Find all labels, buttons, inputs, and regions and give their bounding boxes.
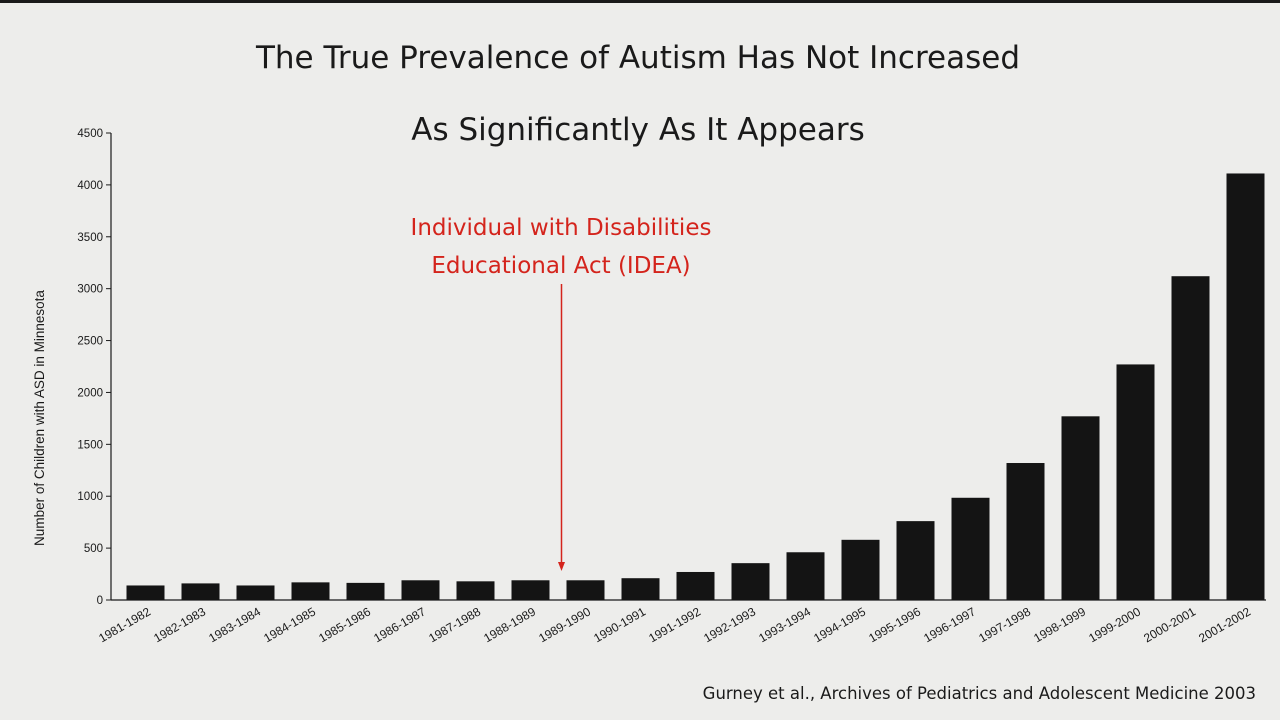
bar: [291, 582, 330, 600]
slide-title-line-2: As Significantly As It Appears: [411, 112, 865, 148]
x-tick-label: 1998-1999: [1031, 604, 1088, 645]
bar: [896, 521, 935, 600]
x-tick-label: 1995-1996: [866, 604, 923, 645]
bar: [346, 582, 385, 600]
bar: [731, 563, 770, 600]
bar: [1171, 276, 1210, 600]
x-tick-label: 1983-1984: [206, 604, 263, 645]
x-tick-label: 2001-2002: [1196, 604, 1253, 645]
bar: [511, 580, 550, 600]
bar: [786, 552, 825, 600]
y-axis-label: Number of Children with ASD in Minnesota: [32, 290, 47, 546]
bar: [566, 580, 605, 600]
y-tick-label: 4000: [77, 180, 103, 192]
bar: [1061, 416, 1100, 600]
x-tick-label: 1988-1989: [481, 604, 538, 645]
x-axis-ticks: 1981-19821982-19831983-19841984-19851985…: [96, 604, 1253, 645]
y-tick-label: 3000: [77, 284, 103, 296]
slide-title-line-1: The True Prevalence of Autism Has Not In…: [255, 40, 1021, 76]
x-tick-label: 1989-1990: [536, 604, 593, 645]
x-tick-label: 1997-1998: [976, 604, 1033, 645]
y-tick-label: 0: [97, 595, 103, 607]
bar: [1116, 364, 1155, 600]
bar: [181, 583, 220, 600]
x-tick-label: 1987-1988: [426, 604, 483, 645]
x-tick-label: 1982-1983: [151, 604, 208, 645]
x-tick-label: 1992-1993: [701, 604, 758, 645]
x-tick-label: 1981-1982: [96, 604, 153, 645]
x-tick-label: 1985-1986: [316, 604, 373, 645]
bar: [676, 571, 715, 600]
y-tick-label: 1000: [77, 491, 103, 503]
y-tick-label: 3500: [77, 232, 103, 244]
x-tick-label: 1996-1997: [921, 604, 978, 645]
x-tick-label: 1986-1987: [371, 604, 428, 645]
x-tick-label: 1993-1994: [756, 604, 813, 645]
bar: [951, 497, 990, 600]
bar: [621, 578, 660, 600]
y-tick-label: 2000: [77, 387, 103, 399]
bar: [236, 585, 275, 600]
bar: [1006, 463, 1045, 600]
x-tick-label: 1994-1995: [811, 604, 868, 645]
x-tick-label: 1999-2000: [1086, 604, 1143, 645]
arrow-head: [558, 562, 565, 571]
bar: [841, 539, 880, 600]
idea-annotation-line-2: Educational Act (IDEA): [431, 253, 691, 279]
y-tick-label: 2500: [77, 336, 103, 348]
y-tick-label: 4500: [77, 128, 103, 140]
bar: [401, 580, 440, 600]
x-tick-label: 1984-1985: [261, 604, 318, 645]
y-tick-label: 500: [84, 543, 103, 555]
chart-bars: [126, 173, 1265, 600]
citation: Gurney et al., Archives of Pediatrics an…: [702, 684, 1256, 703]
bar: [456, 581, 495, 600]
bar: [1226, 173, 1265, 600]
idea-arrow: [558, 284, 565, 571]
x-tick-label: 1990-1991: [591, 604, 648, 645]
idea-annotation-line-1: Individual with Disabilities: [410, 215, 712, 241]
y-tick-label: 1500: [77, 439, 103, 451]
x-tick-label: 1991-1992: [646, 604, 703, 645]
top-border: [0, 0, 1280, 3]
x-tick-label: 2000-2001: [1141, 604, 1198, 645]
bar: [126, 585, 165, 600]
y-axis-ticks: 0 500 1000 1500 2000 2500 3000 3500 4000 4500: [77, 128, 111, 607]
